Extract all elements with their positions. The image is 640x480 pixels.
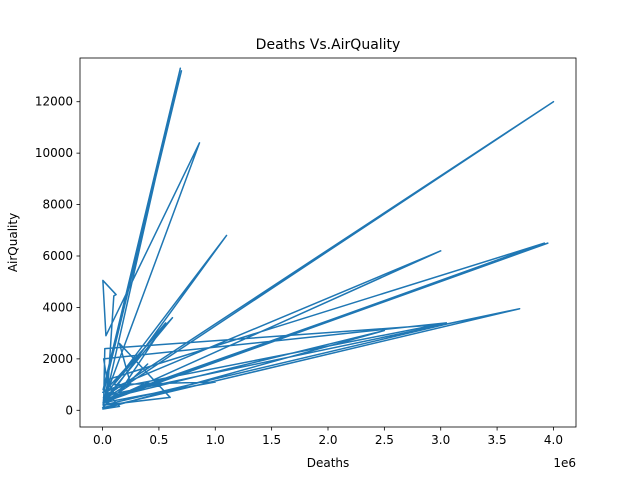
y-tick-label: 0 [65, 403, 73, 417]
series-layer [101, 67, 555, 410]
y-tick-label: 6000 [42, 249, 73, 263]
y-axis: 0 2000 4000 6000 8000 10000 12000 [35, 95, 80, 417]
x-tick-label: 1.5 [262, 433, 281, 447]
x-axis-offset-label: 1e6 [553, 456, 576, 470]
series-line-0 [101, 67, 555, 410]
y-axis-title: AirQuality [6, 213, 20, 272]
x-axis-title: Deaths [307, 456, 350, 470]
plot-area [79, 57, 577, 428]
x-tick-label: 0.0 [93, 433, 112, 447]
x-tick-label: 1.0 [206, 433, 225, 447]
x-axis: 0.0 0.5 1.0 1.5 2.0 2.5 3.0 3.5 4.0 [93, 427, 563, 447]
x-tick-label: 2.5 [375, 433, 394, 447]
chart-title: Deaths Vs.AirQuality [256, 37, 401, 53]
y-tick-label: 12000 [35, 95, 73, 109]
x-tick-label: 0.5 [149, 433, 168, 447]
y-tick-label: 4000 [42, 300, 73, 314]
x-tick-label: 2.0 [318, 433, 337, 447]
y-tick-label: 2000 [42, 352, 73, 366]
y-tick-label: 10000 [35, 146, 73, 160]
x-tick-label: 3.5 [488, 433, 507, 447]
x-tick-label: 3.0 [431, 433, 450, 447]
plot-background [80, 58, 576, 427]
y-tick-label: 8000 [42, 198, 73, 212]
x-tick-label: 4.0 [544, 433, 563, 447]
